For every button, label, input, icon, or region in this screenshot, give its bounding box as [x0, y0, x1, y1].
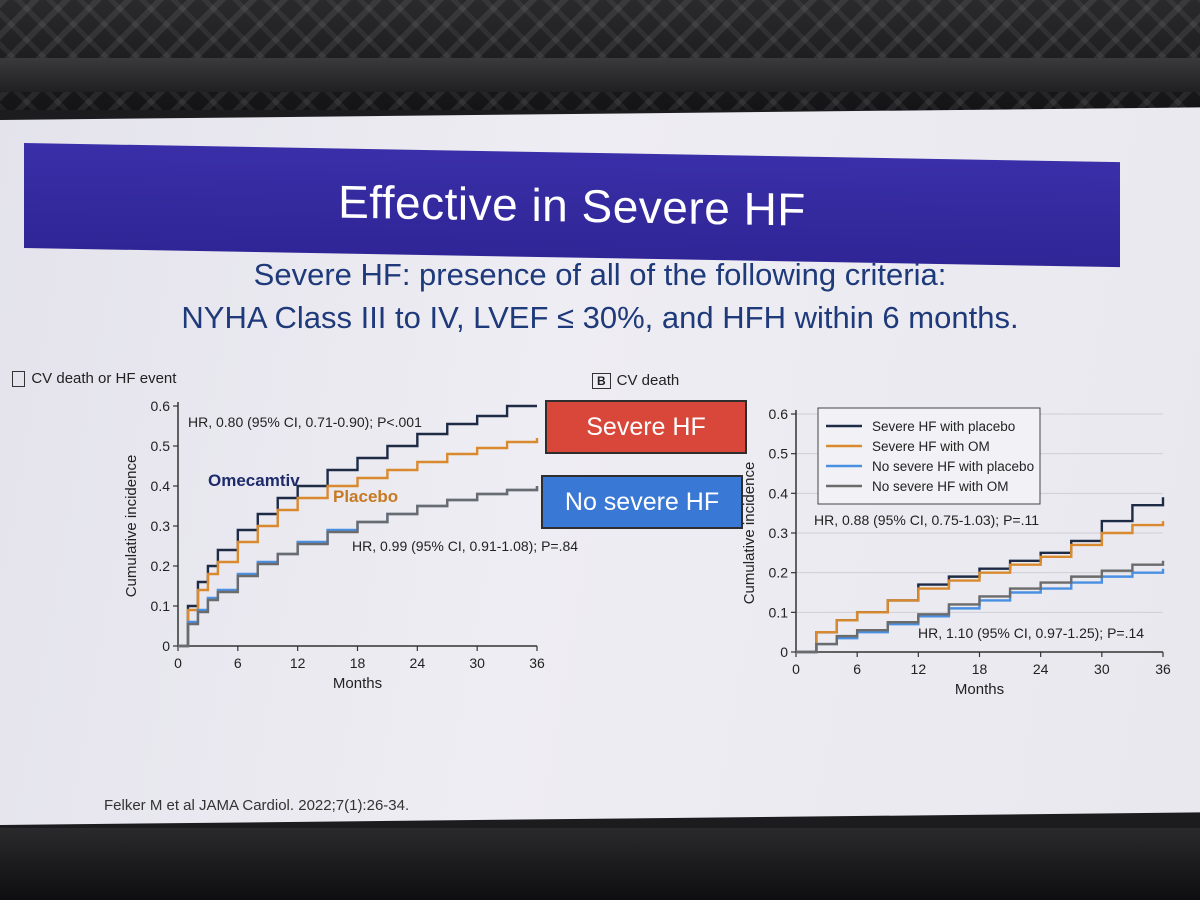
x-tick-label: 30 [1094, 661, 1110, 677]
series-line-3 [178, 486, 539, 648]
y-tick-label: 0.3 [769, 525, 789, 541]
y-tick-label: 0 [780, 644, 788, 660]
legend-label: Severe HF with placebo [872, 419, 1015, 434]
x-tick-label: 12 [911, 661, 927, 677]
x-axis-label: Months [955, 681, 1004, 698]
x-tick-label: 36 [1155, 661, 1171, 677]
hr-annotation-severe: HR, 0.80 (95% CI, 0.71-0.90); P<.001 [188, 414, 422, 430]
y-tick-label: 0.6 [769, 406, 789, 422]
x-tick-label: 18 [972, 661, 988, 677]
y-tick-label: 0.5 [151, 438, 171, 454]
panel-b-label: B CV death [592, 372, 679, 389]
panel-b-title: CV death [616, 372, 680, 389]
severe-hf-tag: Severe HF [545, 400, 747, 454]
hr-annotation-no-severe: HR, 0.99 (95% CI, 0.91-1.08); P=.84 [352, 538, 578, 554]
hr-annotation-severe: HR, 0.88 (95% CI, 0.75-1.03); P=.11 [814, 512, 1039, 528]
x-tick-label: 0 [174, 655, 182, 671]
y-tick-label: 0 [162, 638, 170, 654]
citation: Felker M et al JAMA Cardiol. 2022;7(1):2… [104, 797, 410, 814]
y-tick-label: 0.2 [151, 558, 171, 574]
legend-label: Severe HF with OM [872, 439, 990, 454]
y-tick-label: 0.1 [151, 598, 171, 614]
y-axis-label: Cumulative incidence [741, 462, 758, 605]
x-tick-label: 6 [234, 655, 242, 671]
ceiling-beam [0, 58, 1200, 92]
y-tick-label: 0.3 [151, 518, 171, 534]
y-tick-label: 0.6 [151, 398, 171, 414]
y-tick-label: 0.4 [769, 485, 789, 501]
panel-a-label: CV death or HF event [12, 370, 176, 387]
x-tick-label: 24 [410, 655, 426, 671]
y-axis-label: Cumulative incidence [123, 455, 140, 598]
panel-a-box [12, 371, 26, 387]
series-label-placebo: Placebo [333, 487, 398, 506]
series-line-3 [796, 560, 1165, 654]
panel-a-title: CV death or HF event [31, 370, 177, 387]
room-floor [0, 828, 1200, 900]
subtitle-line-1: Severe HF: presence of all of the follow… [253, 257, 947, 292]
hr-annotation-no-severe: HR, 1.10 (95% CI, 0.97-1.25); P=.14 [918, 625, 1144, 641]
series-line-2 [796, 568, 1165, 654]
subtitle-line-2: NYHA Class III to IV, LVEF ≤ 30%, and HF… [181, 300, 1019, 335]
legend-label: No severe HF with placebo [872, 459, 1034, 474]
series-line-1 [796, 521, 1165, 654]
x-tick-label: 30 [469, 655, 485, 671]
legend-label: No severe HF with OM [872, 479, 1009, 494]
panel-b-letter: B [592, 373, 611, 389]
y-tick-label: 0.2 [769, 565, 789, 581]
x-tick-label: 18 [350, 655, 366, 671]
x-axis-label: Months [333, 675, 382, 692]
x-tick-label: 24 [1033, 661, 1049, 677]
y-tick-label: 0.1 [769, 604, 789, 620]
y-tick-label: 0.4 [151, 478, 171, 494]
x-tick-label: 0 [792, 661, 800, 677]
series-label-omecamtiv: Omecamtiv [208, 471, 300, 490]
x-tick-label: 36 [529, 655, 545, 671]
series-line-1 [178, 438, 539, 648]
legend-box [817, 407, 1041, 505]
no-severe-hf-tag: No severe HF [541, 475, 743, 529]
y-tick-label: 0.5 [769, 446, 789, 462]
x-tick-label: 6 [853, 661, 861, 677]
x-tick-label: 12 [290, 655, 306, 671]
